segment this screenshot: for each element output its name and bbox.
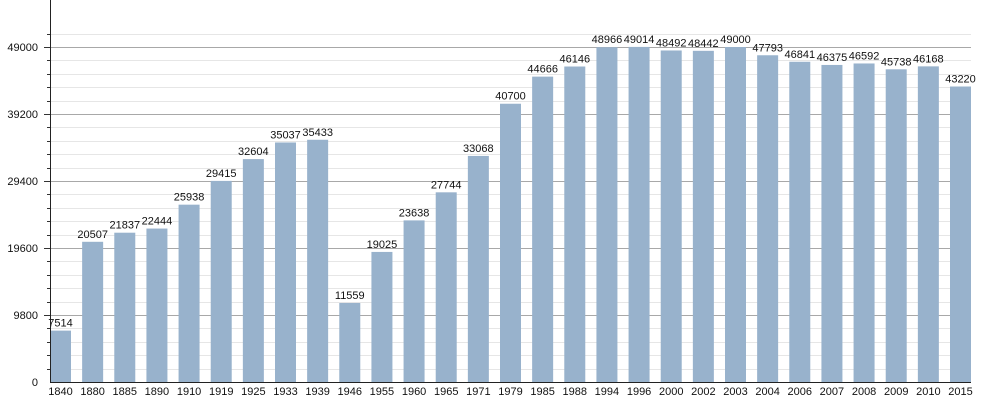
- data-label: 35037: [270, 129, 301, 141]
- data-label: 35433: [302, 127, 333, 139]
- x-tick-label: 1925: [241, 386, 265, 398]
- y-tick-label: 39200: [7, 109, 38, 121]
- x-tick-label: 2000: [659, 386, 683, 398]
- x-tick-label: 1979: [498, 386, 522, 398]
- bar-1890: [146, 228, 168, 382]
- data-label: 19025: [367, 239, 398, 251]
- bar-1988: [564, 66, 586, 383]
- data-label: 23638: [399, 207, 430, 219]
- y-tick-label: 9800: [14, 310, 38, 322]
- bar-2000: [660, 50, 682, 383]
- x-tick-label: 1919: [209, 386, 233, 398]
- x-tick-label: 1955: [370, 386, 394, 398]
- data-label: 43220: [945, 74, 976, 86]
- y-tick-label: 29400: [7, 176, 38, 188]
- bar-1960: [403, 220, 425, 382]
- data-label: 21837: [109, 220, 140, 232]
- x-tick-label: 1910: [177, 386, 201, 398]
- x-tick-label: 2004: [755, 386, 779, 398]
- data-label: 49000: [720, 34, 751, 46]
- x-tick-label: 1890: [145, 386, 169, 398]
- data-label: 46168: [913, 53, 944, 65]
- x-tick-label: 2007: [820, 386, 844, 398]
- bar-1996: [628, 46, 650, 382]
- x-tick-label: 2002: [691, 386, 715, 398]
- bar-2009: [885, 69, 907, 383]
- data-label: 33068: [463, 143, 494, 155]
- x-tick-label: 2003: [723, 386, 747, 398]
- bar-1946: [339, 302, 361, 382]
- x-tick-label: 1971: [466, 386, 490, 398]
- data-label: 45738: [881, 56, 912, 68]
- bar-2004: [757, 55, 779, 382]
- bar-1910: [178, 204, 200, 382]
- bar-2002: [692, 50, 714, 382]
- data-label: 27744: [431, 179, 462, 191]
- y-tick-label: 49000: [7, 42, 38, 54]
- data-label: 46146: [559, 54, 590, 66]
- bar-1840: [50, 330, 71, 382]
- x-tick-label: 1994: [595, 386, 619, 398]
- bar-1994: [596, 47, 618, 382]
- x-tick-label: 1933: [273, 386, 297, 398]
- data-label: 46592: [849, 50, 880, 62]
- bar-1979: [500, 103, 521, 382]
- x-tick-label: 1996: [627, 386, 651, 398]
- data-label: 11559: [335, 290, 365, 302]
- bar-2006: [789, 61, 811, 383]
- bar-1925: [242, 159, 264, 382]
- bar-1965: [435, 192, 457, 382]
- bar-1955: [371, 251, 393, 382]
- x-tick-label: 1880: [80, 386, 104, 398]
- data-label: 46841: [784, 49, 815, 61]
- data-label: 46375: [817, 52, 848, 64]
- x-tick-label: 1946: [338, 386, 362, 398]
- data-label: 29415: [206, 168, 237, 180]
- data-label: 48966: [592, 34, 623, 46]
- y-tick-label: 19600: [7, 243, 38, 255]
- data-label: 20507: [77, 229, 108, 241]
- x-tick-label: 2009: [884, 386, 908, 398]
- bar-1919: [210, 180, 232, 382]
- data-label: 32604: [238, 146, 269, 158]
- data-label: 48442: [688, 38, 719, 50]
- data-label: 40700: [495, 91, 526, 103]
- x-tick-label: 1960: [402, 386, 426, 398]
- bar-2007: [821, 64, 843, 383]
- data-label: 22444: [142, 216, 173, 228]
- bar-2008: [853, 63, 875, 382]
- bar-1971: [467, 155, 489, 382]
- data-label: 48492: [656, 37, 687, 49]
- bar-1885: [114, 232, 136, 382]
- y-tick-label: 0: [32, 377, 38, 389]
- bar-1880: [82, 241, 104, 382]
- data-label: 25938: [174, 192, 205, 204]
- data-label: 47793: [752, 42, 783, 54]
- bar-1933: [275, 142, 296, 382]
- x-tick-label: 1965: [434, 386, 458, 398]
- bar-2015: [950, 86, 971, 382]
- x-tick-label: 2008: [852, 386, 876, 398]
- x-tick-label: 1840: [48, 386, 72, 398]
- x-tick-label: 2010: [916, 386, 940, 398]
- x-tick-label: 2006: [788, 386, 812, 398]
- x-tick-label: 1939: [305, 386, 329, 398]
- bar-2003: [725, 47, 746, 382]
- bar-1985: [532, 76, 554, 383]
- x-tick-label: 1985: [530, 386, 554, 398]
- x-tick-label: 2015: [948, 386, 972, 398]
- bar-1939: [307, 139, 329, 382]
- data-label: 44666: [527, 64, 558, 76]
- data-label: 49014: [624, 34, 655, 46]
- x-tick-label: 1885: [113, 386, 137, 398]
- x-tick-label: 1988: [563, 386, 587, 398]
- data-label: 7514: [48, 318, 72, 330]
- bar-2010: [917, 66, 939, 382]
